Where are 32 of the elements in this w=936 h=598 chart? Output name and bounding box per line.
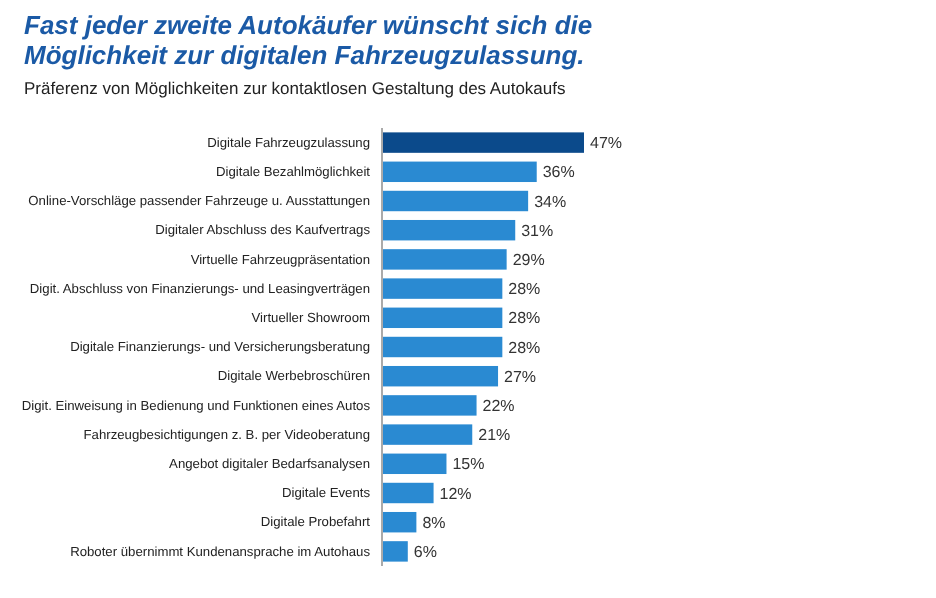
data-label: 15% bbox=[452, 455, 485, 474]
bar bbox=[382, 482, 434, 504]
bar bbox=[382, 541, 408, 562]
bar bbox=[382, 219, 516, 241]
bar bbox=[382, 453, 447, 475]
data-label: 28% bbox=[508, 280, 541, 299]
bar bbox=[382, 424, 473, 445]
bar bbox=[382, 132, 584, 153]
data-label: 12% bbox=[439, 484, 472, 503]
data-label: 36% bbox=[542, 163, 575, 182]
data-label: 29% bbox=[512, 251, 545, 269]
data-label: 28% bbox=[508, 338, 541, 357]
data-label: 31% bbox=[521, 221, 554, 240]
bar bbox=[382, 395, 477, 416]
data-label: 6% bbox=[413, 543, 437, 561]
bar bbox=[382, 278, 503, 299]
data-label: 22% bbox=[482, 397, 515, 415]
bar bbox=[382, 365, 499, 387]
chart-subtitle: Präferenz von Möglichkeiten zur kontaktlosen Gestaltung des Autokaufs bbox=[24, 78, 566, 98]
data-label: 21% bbox=[478, 426, 511, 445]
bar bbox=[382, 190, 529, 212]
bar bbox=[382, 161, 537, 183]
data-label: 28% bbox=[508, 309, 541, 328]
bar bbox=[382, 511, 417, 533]
data-label: 27% bbox=[504, 367, 537, 386]
data-label: 34% bbox=[534, 192, 567, 211]
chart-title: Fast jeder zweite Autokäufer wünscht sich die Möglichkeit zur digitalen Fahrzeugzulassung. bbox=[24, 10, 593, 70]
bar bbox=[382, 249, 507, 270]
bar bbox=[382, 336, 503, 358]
data-label: 8% bbox=[422, 513, 446, 532]
bar bbox=[382, 307, 503, 329]
data-label: 47% bbox=[590, 134, 623, 153]
